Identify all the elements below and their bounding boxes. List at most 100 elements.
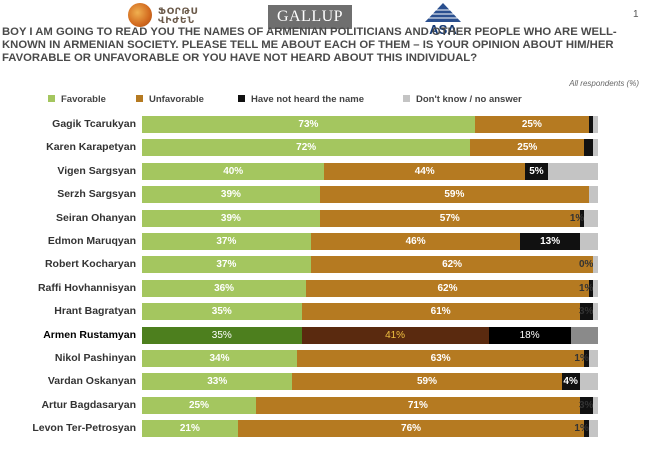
bar-value-label: 63%	[430, 353, 451, 364]
chart-row: Levon Ter-Petrosyan 21% 76% 1%	[0, 418, 645, 439]
chart-row: Robert Kocharyan 37% 62% 0%	[0, 254, 645, 275]
stacked-bar: 37% 46% 13%	[142, 233, 598, 250]
bar-value-label: 37%	[216, 259, 237, 271]
legend-swatch-not-heard	[238, 94, 245, 102]
asa-logo: ASA	[414, 2, 472, 37]
bar-segment-favorable: 72%	[142, 139, 471, 157]
stacked-bar: 72% 25%	[142, 139, 598, 157]
stacked-bar: 25% 71% 3%	[142, 396, 598, 414]
bar-value-label: 1%	[574, 353, 589, 364]
bar-segment-dont-know	[593, 256, 598, 274]
bar-value-label: 46%	[405, 236, 426, 247]
bar-value-label: 61%	[430, 306, 451, 318]
bar-segment-favorable: 35%	[142, 326, 302, 344]
bar-segment-not-heard: 18%	[488, 326, 571, 344]
chart-row: Raffi Hovhannisyan 36% 62% 1%	[0, 278, 645, 299]
bar-segment-dont-know	[547, 162, 598, 180]
legend-item-favorable: Favorable	[48, 94, 106, 106]
bar-segment-dont-know	[593, 139, 598, 157]
logo-circle-icon	[128, 3, 152, 27]
row-label: Vardan Oskanyan	[47, 375, 136, 388]
gallup-logo: GALLUP	[268, 5, 352, 29]
bar-segment-dont-know	[593, 116, 598, 133]
bar-segment-unfavorable: 63%	[297, 350, 585, 367]
stacked-bar: 35% 41% 18%	[142, 326, 598, 344]
logo-left: ՖՕՐԹՍ ՎԻԺԵՆ	[128, 3, 224, 29]
bar-segment-favorable: 37%	[142, 233, 311, 250]
bar-value-label: 25%	[517, 142, 538, 154]
bar-segment-not-heard	[584, 139, 594, 157]
row-label: Gagik Tcarukyan	[52, 118, 136, 130]
chart-legend: Favorable Unfavorable Have not heard the…	[48, 94, 628, 106]
logo-left-wordmark: ՖՕՐԹՍ ՎԻԺԵՆ	[158, 6, 199, 25]
row-label: Robert Kocharyan	[44, 258, 136, 271]
bar-segment-dont-know	[588, 186, 598, 204]
bar-value-label: 41%	[385, 329, 406, 341]
bar-segment-unfavorable: 61%	[301, 303, 580, 321]
legend-item-unfavorable: Unfavorable	[136, 94, 204, 106]
bar-segment-favorable: 36%	[142, 279, 307, 297]
bar-value-label: 3%	[578, 399, 594, 411]
bar-value-label: 35%	[211, 329, 232, 341]
bar-value-label: 62%	[442, 259, 463, 271]
bar-value-label: 18%	[519, 329, 540, 341]
bar-value-label: 76%	[401, 423, 422, 435]
row-label: Artur Bagdasaryan	[41, 398, 136, 411]
bar-value-label: 59%	[416, 376, 437, 388]
bar-segment-dont-know	[584, 209, 598, 227]
chart-row: Vardan Oskanyan 33% 59% 4%	[0, 371, 645, 392]
bar-segment-dont-know	[593, 303, 598, 321]
stacked-bar: 34% 63% 1%	[142, 350, 598, 367]
respondents-note: All respondents (%)	[569, 79, 639, 88]
bar-segment-unfavorable: 76%	[237, 420, 585, 438]
bar-value-label: 5%	[529, 165, 544, 177]
asa-triangle-icon	[425, 3, 461, 22]
chart-row: Gagik Tcarukyan 73% 25%	[0, 114, 645, 135]
bar-segment-unfavorable: 59%	[292, 373, 562, 391]
bar-value-label: 34%	[209, 353, 230, 364]
bar-value-label: 44%	[414, 165, 435, 177]
page-number: 1	[633, 9, 639, 20]
bar-value-label: 39%	[220, 189, 241, 201]
bar-value-label: 72%	[296, 142, 317, 154]
bar-segment-not-heard: 3%	[579, 303, 593, 321]
stacked-bar: 21% 76% 1%	[142, 420, 598, 438]
legend-swatch-favorable	[48, 94, 55, 102]
bar-segment-not-heard: 4%	[561, 373, 580, 391]
bar-segment-favorable: 33%	[142, 373, 293, 391]
bar-segment-not-heard: 5%	[525, 162, 548, 180]
chart-row: Karen Karapetyan 72% 25%	[0, 137, 645, 158]
row-label: Hrant Bagratyan	[54, 305, 136, 318]
stacked-bar-chart: Gagik Tcarukyan 73% 25% Karen Karapetyan 72%…	[0, 114, 645, 444]
bar-segment-not-heard: 13%	[520, 233, 580, 250]
bar-segment-not-heard: 1%	[579, 279, 593, 297]
bar-segment-dont-know	[593, 396, 598, 414]
bar-segment-unfavorable: 62%	[310, 256, 594, 274]
bar-segment-dont-know	[593, 279, 598, 297]
stacked-bar: 40% 44% 5%	[142, 162, 598, 180]
row-label: Karen Karapetyan	[46, 141, 136, 154]
legend-swatch-unfavorable	[136, 94, 143, 102]
row-label: Vigen Sargsyan	[57, 164, 136, 177]
bar-value-label: 73%	[298, 119, 319, 130]
bar-segment-dont-know	[570, 326, 598, 344]
bar-value-label: 4%	[563, 376, 578, 388]
bar-value-label: 1%	[569, 212, 585, 224]
chart-row: Vigen Sargsyan 40% 44% 5%	[0, 161, 645, 182]
chart-row: Nikol Pashinyan 34% 63% 1%	[0, 348, 645, 369]
bar-segment-unfavorable: 41%	[301, 326, 489, 344]
bar-value-label: 35%	[211, 306, 232, 318]
bar-value-label: 37%	[216, 236, 237, 247]
bar-value-label: 59%	[444, 189, 465, 201]
legend-item-not-heard: Have not heard the name	[238, 94, 364, 106]
bar-value-label: 71%	[407, 399, 428, 411]
stacked-bar: 39% 59%	[142, 186, 598, 204]
bar-value-label: 33%	[207, 376, 228, 388]
bar-segment-favorable: 25%	[142, 396, 256, 414]
question-text: BOY I AM GOING TO READ YOU THE NAMES OF …	[2, 26, 617, 64]
legend-item-dont-know: Don't know / no answer	[403, 94, 522, 106]
bar-segment-not-heard: 3%	[578, 396, 594, 414]
row-label: Nikol Pashinyan	[54, 352, 136, 364]
bar-segment-favorable: 21%	[142, 420, 238, 438]
bar-segment-not-heard: 1%	[574, 420, 589, 438]
